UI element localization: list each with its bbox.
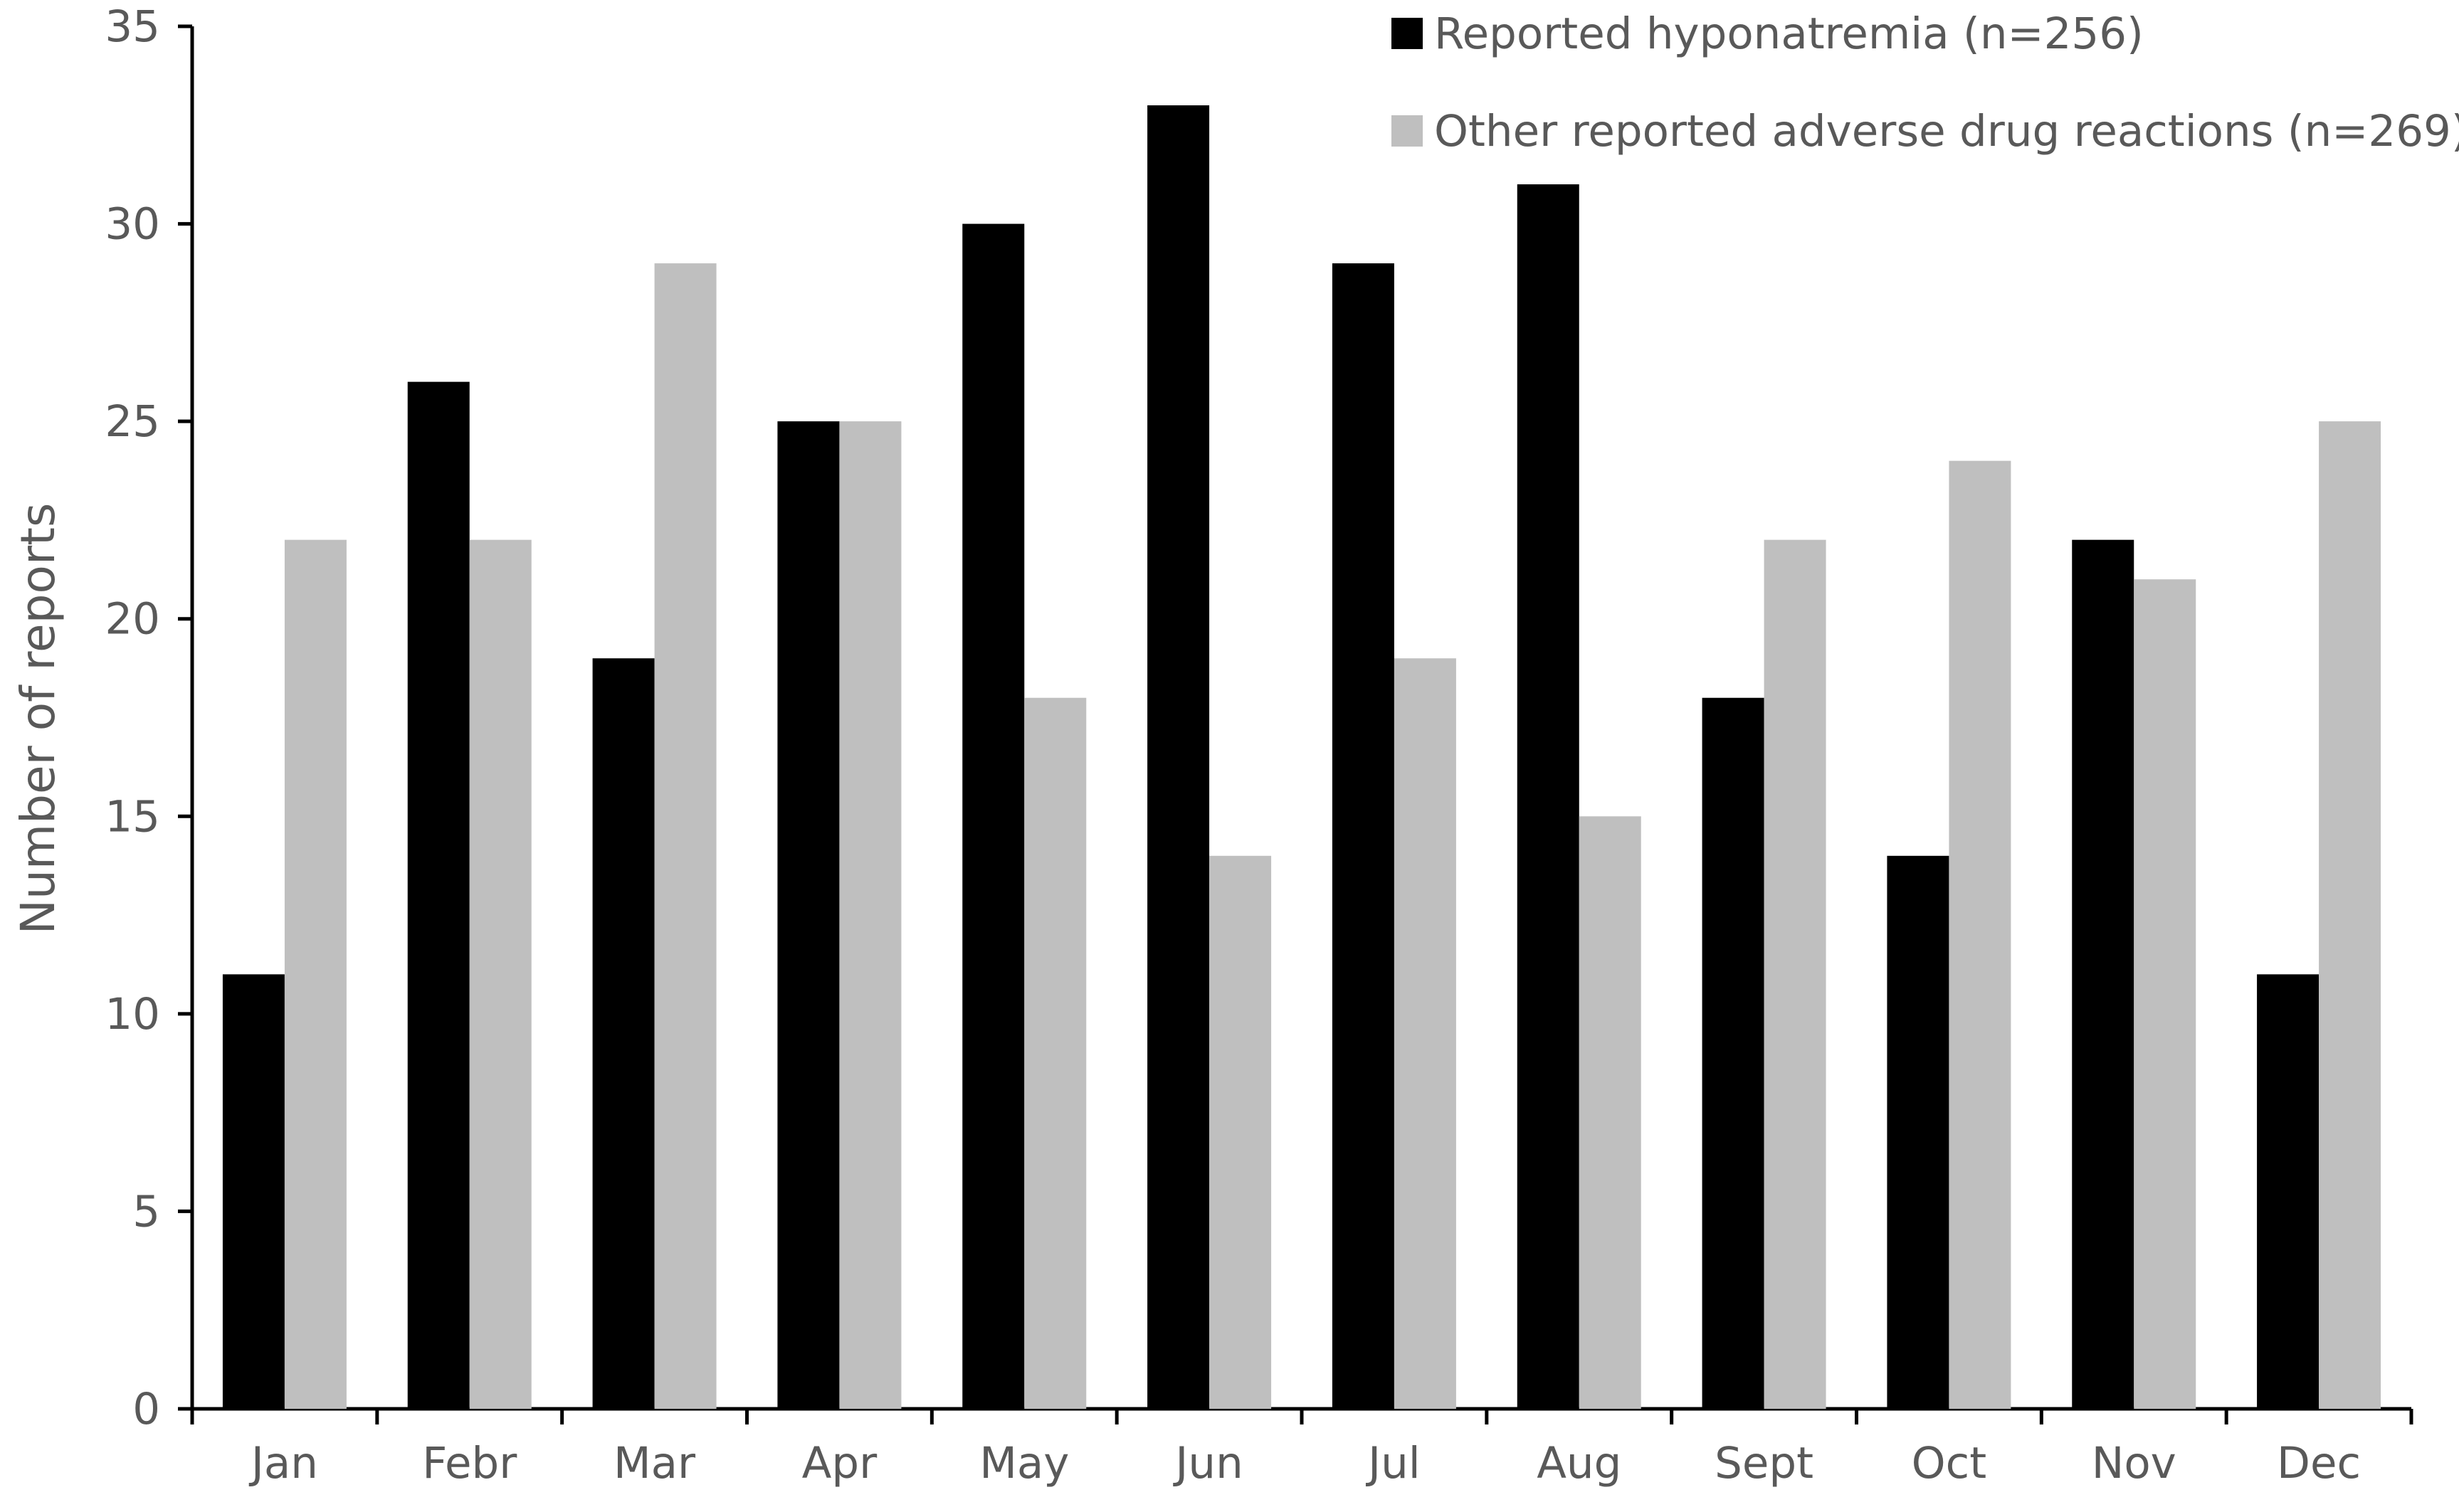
legend-label: Other reported adverse drug reactions (n…	[1434, 106, 2459, 157]
bar-other-adr-sept	[1764, 539, 1826, 1409]
bar-other-adr-nov	[2134, 579, 2196, 1410]
bar-other-adr-may	[1024, 697, 1087, 1409]
bar-hyponatremia-febr	[407, 381, 470, 1409]
x-axis: Jan Febr Mar Apr May Jun Jul Aug Sept Oct Nov Dec	[190, 1407, 2413, 1489]
legend-swatch	[1391, 115, 1423, 147]
bar-other-adr-aug	[1579, 816, 1641, 1409]
x-tick-label: May	[979, 1438, 1069, 1489]
bar-other-adr-dec	[2319, 421, 2381, 1410]
bar-hyponatremia-nov	[2072, 539, 2134, 1409]
x-tick-label: Oct	[1912, 1438, 1986, 1489]
x-tick-label: Jun	[1172, 1438, 1243, 1489]
bar-hyponatremia-sept	[1702, 697, 1764, 1409]
x-tick-label: Nov	[2092, 1438, 2176, 1489]
bars	[222, 105, 2381, 1410]
bar-hyponatremia-may	[962, 223, 1025, 1410]
y-tick-label: 5	[132, 1186, 160, 1237]
x-tick-label: Jul	[1365, 1438, 1421, 1489]
legend: Reported hyponatremia (n=256) Other repor…	[1391, 9, 2459, 157]
x-tick-label: Sept	[1715, 1438, 1813, 1489]
y-tick-label: 0	[132, 1384, 160, 1434]
bar-other-adr-apr	[839, 421, 902, 1410]
bar-other-adr-jul	[1394, 658, 1456, 1410]
y-tick-label: 35	[105, 1, 160, 52]
bar-hyponatremia-aug	[1517, 184, 1579, 1409]
y-tick-label: 10	[105, 989, 160, 1040]
legend-swatch	[1391, 18, 1423, 49]
bar-hyponatremia-jan	[222, 974, 285, 1409]
x-tick-label: Apr	[802, 1438, 878, 1489]
x-tick-label: Dec	[2277, 1438, 2361, 1489]
x-tick-label: Mar	[614, 1438, 696, 1489]
bar-hyponatremia-jul	[1332, 263, 1394, 1410]
y-tick-label: 25	[105, 396, 160, 447]
y-axis-title: Number of reports	[11, 503, 65, 935]
bar-other-adr-mar	[654, 263, 717, 1410]
x-tick-label: Aug	[1537, 1438, 1621, 1489]
bar-hyponatremia-mar	[592, 658, 655, 1410]
bar-hyponatremia-oct	[1887, 855, 1949, 1409]
bar-hyponatremia-jun	[1147, 105, 1210, 1409]
y-tick-label: 15	[105, 791, 160, 842]
y-tick-label: 30	[105, 199, 160, 250]
bar-other-adr-febr	[469, 539, 532, 1409]
x-tick-label: Febr	[422, 1438, 517, 1489]
bar-hyponatremia-dec	[2257, 974, 2320, 1409]
y-axis: 0 5 10 15 20 25 30 35	[105, 1, 194, 1434]
bar-other-adr-oct	[1949, 460, 2011, 1409]
bar-other-adr-jun	[1209, 855, 1272, 1409]
legend-label: Reported hyponatremia (n=256)	[1434, 9, 2144, 59]
y-tick-label: 20	[105, 594, 160, 645]
x-tick-label: Jan	[248, 1438, 318, 1489]
bar-hyponatremia-apr	[777, 421, 840, 1410]
bar-other-adr-jan	[284, 539, 347, 1409]
